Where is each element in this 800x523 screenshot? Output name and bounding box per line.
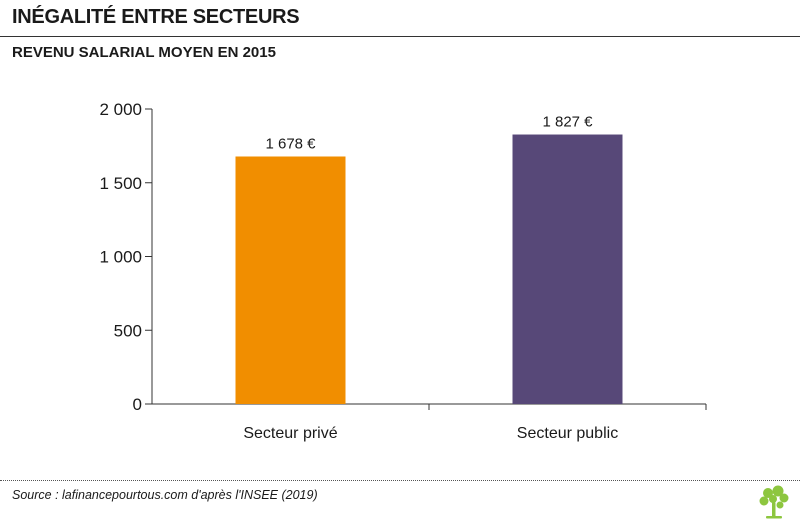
bar [512, 134, 623, 404]
source-note: Source : lafinancepourtous.com d'après l… [12, 488, 318, 502]
data-label: 1 678 € [265, 135, 316, 152]
data-label: 1 827 € [542, 114, 593, 131]
y-tick-label: 2 000 [99, 100, 142, 119]
y-tick-label: 500 [114, 321, 142, 340]
chart-title: INÉGALITÉ ENTRE SECTEURS [12, 6, 300, 28]
title-divider [0, 36, 800, 37]
y-tick-label: 1 500 [99, 174, 142, 193]
chart-subtitle: REVENU SALARIAL MOYEN EN 2015 [12, 44, 276, 61]
footer-divider [0, 480, 800, 481]
bar [235, 156, 346, 404]
y-axis: 0 500 1 000 1 500 2 000 [99, 100, 153, 414]
y-tick-label: 1 000 [99, 248, 142, 267]
category-label: Secteur public [517, 425, 618, 442]
x-axis [152, 403, 707, 410]
y-tick-label: 0 [133, 395, 142, 414]
tree-logo-icon [759, 485, 789, 519]
bars [235, 134, 623, 404]
labels: 1 678 € Secteur privé 1 827 € Secteur publi… [243, 114, 618, 442]
category-label: Secteur privé [243, 425, 337, 442]
